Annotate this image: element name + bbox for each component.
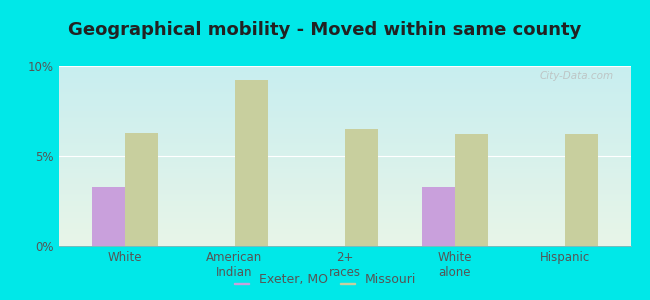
Bar: [454, 134, 488, 246]
Bar: [421, 187, 454, 246]
Legend: Exeter, MO, Missouri: Exeter, MO, Missouri: [229, 268, 421, 291]
Text: Geographical mobility - Moved within same county: Geographical mobility - Moved within sam…: [68, 21, 582, 39]
Bar: [235, 80, 268, 246]
Bar: [125, 133, 157, 246]
Bar: [344, 129, 378, 246]
Bar: [92, 187, 125, 246]
Text: City-Data.com: City-Data.com: [540, 71, 614, 81]
Bar: [564, 134, 597, 246]
